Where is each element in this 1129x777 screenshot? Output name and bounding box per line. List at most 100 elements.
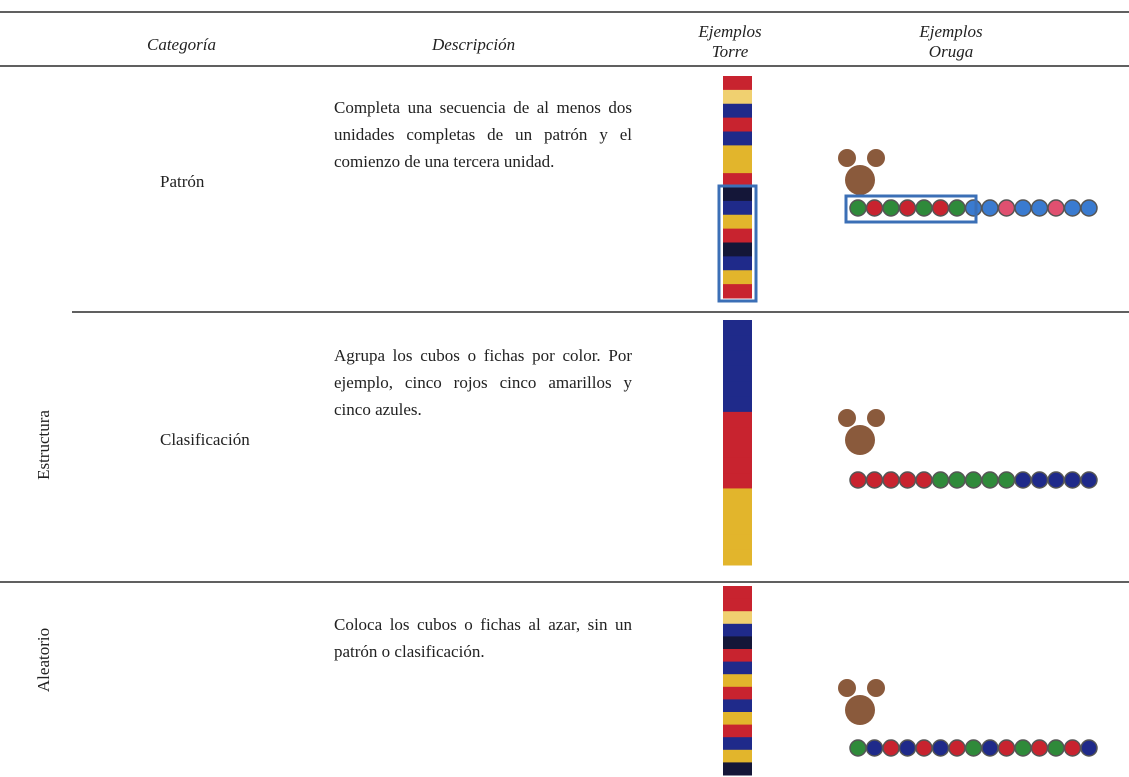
cube	[723, 488, 752, 505]
cube	[723, 228, 752, 243]
category: Clasificación	[160, 430, 250, 449]
bead	[1014, 199, 1032, 217]
cube	[723, 173, 752, 188]
bead	[849, 739, 867, 757]
bead	[1030, 739, 1049, 757]
bead	[915, 471, 933, 489]
cube	[723, 442, 752, 459]
cube	[723, 724, 752, 738]
bead	[964, 199, 983, 217]
cube	[723, 131, 752, 146]
ear	[867, 149, 885, 167]
cube	[723, 737, 752, 751]
bead	[931, 199, 950, 217]
bead	[1063, 739, 1082, 757]
head	[845, 695, 875, 725]
bead	[964, 739, 983, 757]
cube	[723, 350, 752, 367]
header-caterpillar: Ejemplos Oruga	[919, 22, 983, 61]
cube	[723, 256, 752, 271]
header-description: Descripción	[432, 35, 516, 54]
cube	[723, 503, 752, 520]
bead	[1047, 199, 1065, 217]
bead	[849, 471, 867, 489]
cube	[723, 320, 752, 336]
head	[845, 425, 875, 455]
cube	[723, 187, 752, 202]
bead	[882, 471, 900, 489]
bead	[997, 471, 1016, 489]
cube	[723, 335, 752, 352]
cube	[723, 411, 752, 428]
bead	[1080, 471, 1098, 489]
cube	[723, 699, 752, 713]
description: Agrupa los cubos o fichas por color. Por…	[334, 346, 632, 419]
bead	[898, 471, 917, 489]
highlight	[717, 184, 758, 303]
ear	[838, 149, 856, 167]
cube	[723, 76, 752, 91]
cube	[723, 200, 752, 216]
cube	[723, 159, 752, 174]
bead	[964, 471, 983, 489]
group-label: Estructura	[34, 410, 53, 480]
cube	[723, 381, 752, 398]
cube	[723, 623, 752, 637]
bead	[931, 471, 950, 489]
ear	[838, 409, 856, 427]
cube	[723, 396, 752, 413]
cube	[723, 649, 752, 663]
cube	[723, 427, 752, 443]
bead	[849, 199, 867, 217]
cube	[723, 762, 752, 776]
bead	[915, 199, 933, 217]
bead	[1080, 199, 1098, 217]
bead	[1080, 739, 1098, 757]
bead	[931, 739, 950, 757]
bead	[898, 739, 917, 757]
cube	[723, 712, 752, 726]
cube	[723, 749, 752, 763]
bead	[898, 199, 917, 217]
bead	[981, 471, 999, 489]
bead	[1030, 471, 1049, 489]
cube	[723, 611, 752, 625]
bead	[948, 199, 966, 217]
cube	[723, 661, 752, 675]
bead	[915, 739, 933, 757]
cube	[723, 534, 752, 551]
bead	[865, 739, 884, 757]
description: Completa una secuencia de al menos dos u…	[334, 98, 632, 171]
bead	[882, 199, 900, 217]
bead	[1063, 199, 1082, 217]
bead	[1014, 471, 1032, 489]
head	[845, 165, 875, 195]
bead	[997, 739, 1016, 757]
cube	[723, 284, 752, 299]
cube	[723, 457, 752, 474]
header-tower: Ejemplos Torre	[698, 22, 762, 61]
cube	[723, 686, 752, 700]
bead	[981, 739, 999, 757]
cube	[723, 586, 752, 600]
cube	[723, 636, 752, 650]
cube	[723, 473, 752, 489]
cube	[723, 365, 752, 382]
bead	[882, 739, 900, 757]
cube	[723, 519, 752, 535]
bead	[1047, 471, 1065, 489]
cube	[723, 214, 752, 230]
group-label: Aleatorio	[34, 627, 53, 693]
header-category: Categoría	[147, 35, 216, 54]
cube	[723, 145, 752, 160]
ear	[867, 679, 885, 697]
highlight	[844, 194, 978, 224]
cube	[723, 270, 752, 285]
cube	[723, 598, 752, 612]
bead	[865, 199, 884, 217]
cube	[723, 674, 752, 688]
description: Coloca los cubos o fichas al azar, sin u…	[334, 615, 632, 661]
ear	[867, 409, 885, 427]
